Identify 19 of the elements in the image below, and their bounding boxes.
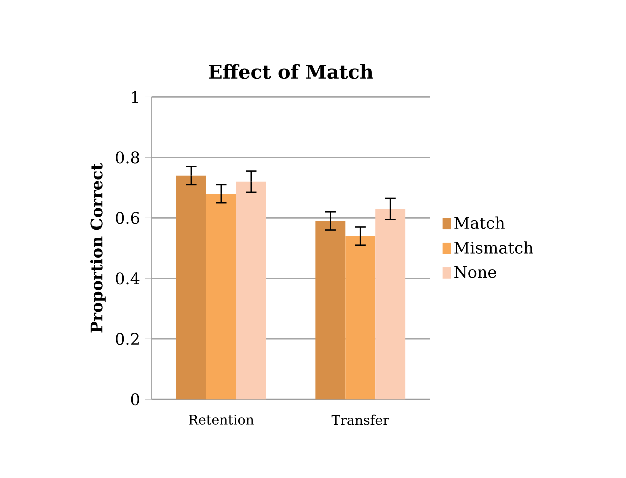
bar bbox=[236, 182, 266, 400]
legend-label: Mismatch bbox=[454, 242, 534, 254]
y-tick-label: 0.6 bbox=[116, 212, 140, 224]
bar bbox=[206, 194, 236, 400]
y-axis-title: Proportion Correct bbox=[90, 163, 106, 333]
y-tick-label: 0 bbox=[131, 393, 140, 406]
bar bbox=[376, 209, 406, 400]
y-tick-label: 1 bbox=[132, 91, 138, 104]
y-tick-label: 0.2 bbox=[116, 332, 139, 346]
legend-label: None bbox=[454, 266, 496, 278]
y-tick-label: 0.8 bbox=[116, 152, 140, 164]
legend-label: Match bbox=[454, 216, 505, 230]
x-tick-label: Transfer bbox=[332, 414, 390, 426]
bar bbox=[316, 221, 346, 400]
y-tick-label: 0.4 bbox=[116, 272, 140, 285]
bar bbox=[176, 176, 206, 400]
x-tick-label: Retention bbox=[189, 414, 254, 425]
bar bbox=[346, 236, 376, 400]
chart-title: Effect of Match bbox=[209, 64, 374, 80]
